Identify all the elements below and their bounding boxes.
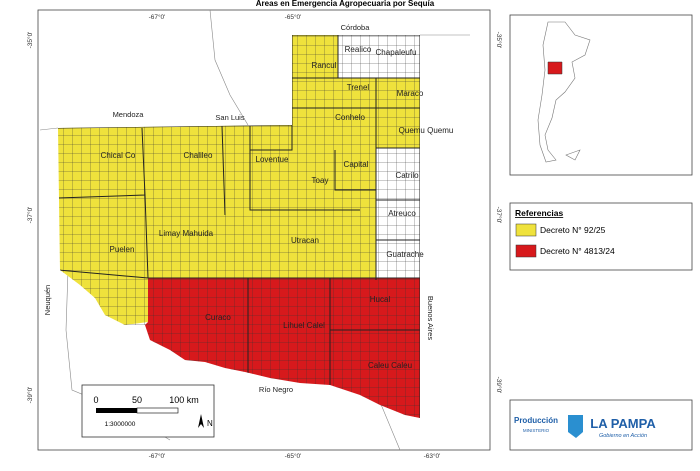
legend-swatch bbox=[515, 223, 537, 237]
legend-label: Decreto N° 4813/24 bbox=[540, 246, 615, 256]
department-label: Caleu Caleu bbox=[368, 361, 412, 370]
graticule-label: -35°0' bbox=[26, 32, 34, 49]
scale-segment bbox=[136, 407, 179, 414]
department-label: Rancul bbox=[312, 61, 337, 70]
department-label: Atreuco bbox=[388, 209, 416, 218]
graticule-label: -35°0' bbox=[495, 32, 503, 49]
la-pampa-highlight bbox=[547, 61, 563, 75]
graticule-label: -67°0' bbox=[149, 452, 166, 460]
department-label: Hucal bbox=[370, 295, 391, 304]
logo-ministry: Producción bbox=[514, 416, 558, 425]
province-label: San Luis bbox=[215, 113, 244, 122]
scale-label: 0 bbox=[93, 395, 98, 405]
legend: Referencias Decreto N° 92/25 Decreto N° … bbox=[509, 202, 693, 271]
graticule-labels: -67°0' -65°0' -67°0' -65°0' -63°0' -35°0… bbox=[26, 13, 503, 460]
logo-box bbox=[509, 399, 693, 451]
legend-label: Decreto N° 92/25 bbox=[540, 225, 606, 235]
department-label: Lihuel Calel bbox=[283, 321, 325, 330]
scale-label: 50 bbox=[132, 395, 142, 405]
inset-map bbox=[509, 14, 693, 176]
department-label: Maraco bbox=[397, 89, 424, 98]
graticule-label: -39°0' bbox=[26, 387, 34, 404]
graticule-label: -65°0' bbox=[285, 13, 302, 21]
inset-frame bbox=[509, 14, 693, 176]
north-label: N bbox=[207, 419, 213, 428]
logo-emblem bbox=[568, 415, 583, 438]
province-label: Neuquén bbox=[43, 285, 52, 315]
department-label: Puelen bbox=[110, 245, 135, 254]
scale-segment bbox=[96, 408, 137, 413]
graticule-label: -37°0' bbox=[26, 207, 34, 224]
department-label: Conhelo bbox=[335, 113, 365, 122]
islands bbox=[565, 149, 581, 161]
department-label: Utracan bbox=[291, 236, 319, 245]
logo: Producción MINISTERIO LA PAMPA Gobierno … bbox=[509, 399, 693, 451]
province-labels: Córdoba Mendoza San Luis Neuquén Buenos … bbox=[43, 23, 435, 394]
north-arrow bbox=[198, 414, 204, 428]
department-label: Quemu Quemu bbox=[399, 126, 454, 135]
legend-title: Referencias bbox=[515, 208, 563, 218]
scale-bar: 0 50 100 km 1:3000000 N bbox=[81, 384, 215, 438]
graticule-label: -63°0' bbox=[424, 452, 441, 460]
department-label: Guatrache bbox=[386, 250, 424, 259]
graticule-label: -67°0' bbox=[149, 13, 166, 21]
department-label: Chical Co bbox=[101, 151, 136, 160]
graticule-label: -39°0' bbox=[495, 377, 503, 394]
department-label: Capital bbox=[344, 160, 369, 169]
logo-ministry-sub: MINISTERIO bbox=[523, 428, 550, 433]
logo-slogan: Gobierno en Acción bbox=[599, 433, 647, 439]
department-label: Catrilo bbox=[395, 171, 419, 180]
scale-label: 100 km bbox=[169, 395, 199, 405]
department-label: Chapaleufu bbox=[376, 48, 417, 57]
legend-swatch bbox=[515, 244, 537, 258]
department-label: Chalileo bbox=[184, 151, 213, 160]
province-label: Río Negro bbox=[259, 385, 293, 394]
scale-ratio: 1:3000000 bbox=[105, 421, 136, 428]
province-label: Buenos Aires bbox=[426, 296, 435, 340]
map-title: Áreas en Emergencia Agropecuaria por Seq… bbox=[256, 0, 435, 8]
graticule-label: -37°0' bbox=[495, 207, 503, 224]
legend-box bbox=[509, 202, 693, 271]
province-label: Córdoba bbox=[341, 23, 371, 32]
department-borders bbox=[58, 35, 420, 418]
department-label: Curaco bbox=[205, 313, 231, 322]
logo-province: LA PAMPA bbox=[590, 416, 656, 431]
department-label: Loventue bbox=[256, 155, 289, 164]
department-label: Realico bbox=[345, 45, 372, 54]
department-labels: Realico Chapaleufu Rancul Trenel Maraco … bbox=[101, 45, 454, 370]
department-label: Toay bbox=[312, 176, 329, 185]
department-label: Trenel bbox=[347, 83, 370, 92]
department-label: Limay Mahuida bbox=[159, 229, 214, 238]
argentina-outline bbox=[537, 21, 591, 163]
province-label: Mendoza bbox=[113, 110, 145, 119]
graticule-label: -65°0' bbox=[285, 452, 302, 460]
